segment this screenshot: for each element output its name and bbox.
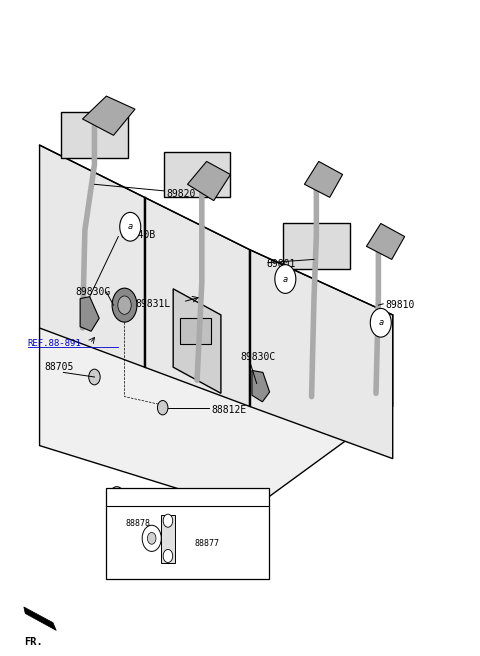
Text: 88877: 88877 bbox=[195, 539, 220, 548]
Text: 88878: 88878 bbox=[125, 520, 150, 528]
Circle shape bbox=[163, 550, 173, 562]
Circle shape bbox=[109, 487, 124, 508]
Circle shape bbox=[163, 514, 173, 527]
Text: 89830G: 89830G bbox=[75, 287, 110, 297]
Polygon shape bbox=[304, 161, 343, 197]
Polygon shape bbox=[173, 289, 221, 394]
Text: a: a bbox=[128, 222, 133, 232]
Circle shape bbox=[120, 213, 141, 241]
Polygon shape bbox=[188, 161, 230, 201]
Text: 89830C: 89830C bbox=[240, 352, 275, 362]
Circle shape bbox=[157, 401, 168, 415]
Polygon shape bbox=[252, 371, 270, 402]
Polygon shape bbox=[164, 152, 230, 197]
Text: 88812E: 88812E bbox=[211, 405, 247, 415]
Polygon shape bbox=[83, 96, 135, 135]
Text: a: a bbox=[378, 318, 384, 327]
Circle shape bbox=[275, 264, 296, 293]
Circle shape bbox=[147, 533, 156, 544]
Polygon shape bbox=[24, 607, 56, 630]
Text: 88705: 88705 bbox=[44, 361, 74, 372]
Polygon shape bbox=[39, 315, 393, 511]
Text: 89810: 89810 bbox=[385, 300, 415, 310]
Polygon shape bbox=[80, 297, 99, 331]
Text: 89840B: 89840B bbox=[120, 230, 156, 239]
Text: FR.: FR. bbox=[24, 637, 43, 647]
Polygon shape bbox=[250, 250, 393, 459]
FancyBboxPatch shape bbox=[107, 488, 269, 579]
Text: a: a bbox=[114, 493, 120, 502]
Circle shape bbox=[112, 288, 137, 322]
Text: a: a bbox=[283, 274, 288, 283]
Circle shape bbox=[89, 369, 100, 385]
Polygon shape bbox=[283, 224, 350, 269]
Polygon shape bbox=[366, 224, 405, 259]
Text: 89801: 89801 bbox=[266, 259, 296, 269]
Text: 89831L: 89831L bbox=[135, 299, 171, 309]
Text: 89820: 89820 bbox=[166, 189, 195, 199]
Bar bbox=[161, 516, 175, 562]
Circle shape bbox=[118, 296, 131, 314]
Circle shape bbox=[370, 308, 391, 337]
Polygon shape bbox=[144, 197, 250, 406]
Bar bbox=[180, 318, 211, 344]
Polygon shape bbox=[61, 112, 128, 158]
Circle shape bbox=[142, 525, 161, 552]
Polygon shape bbox=[39, 145, 144, 367]
Text: REF.88-891: REF.88-891 bbox=[28, 339, 82, 348]
